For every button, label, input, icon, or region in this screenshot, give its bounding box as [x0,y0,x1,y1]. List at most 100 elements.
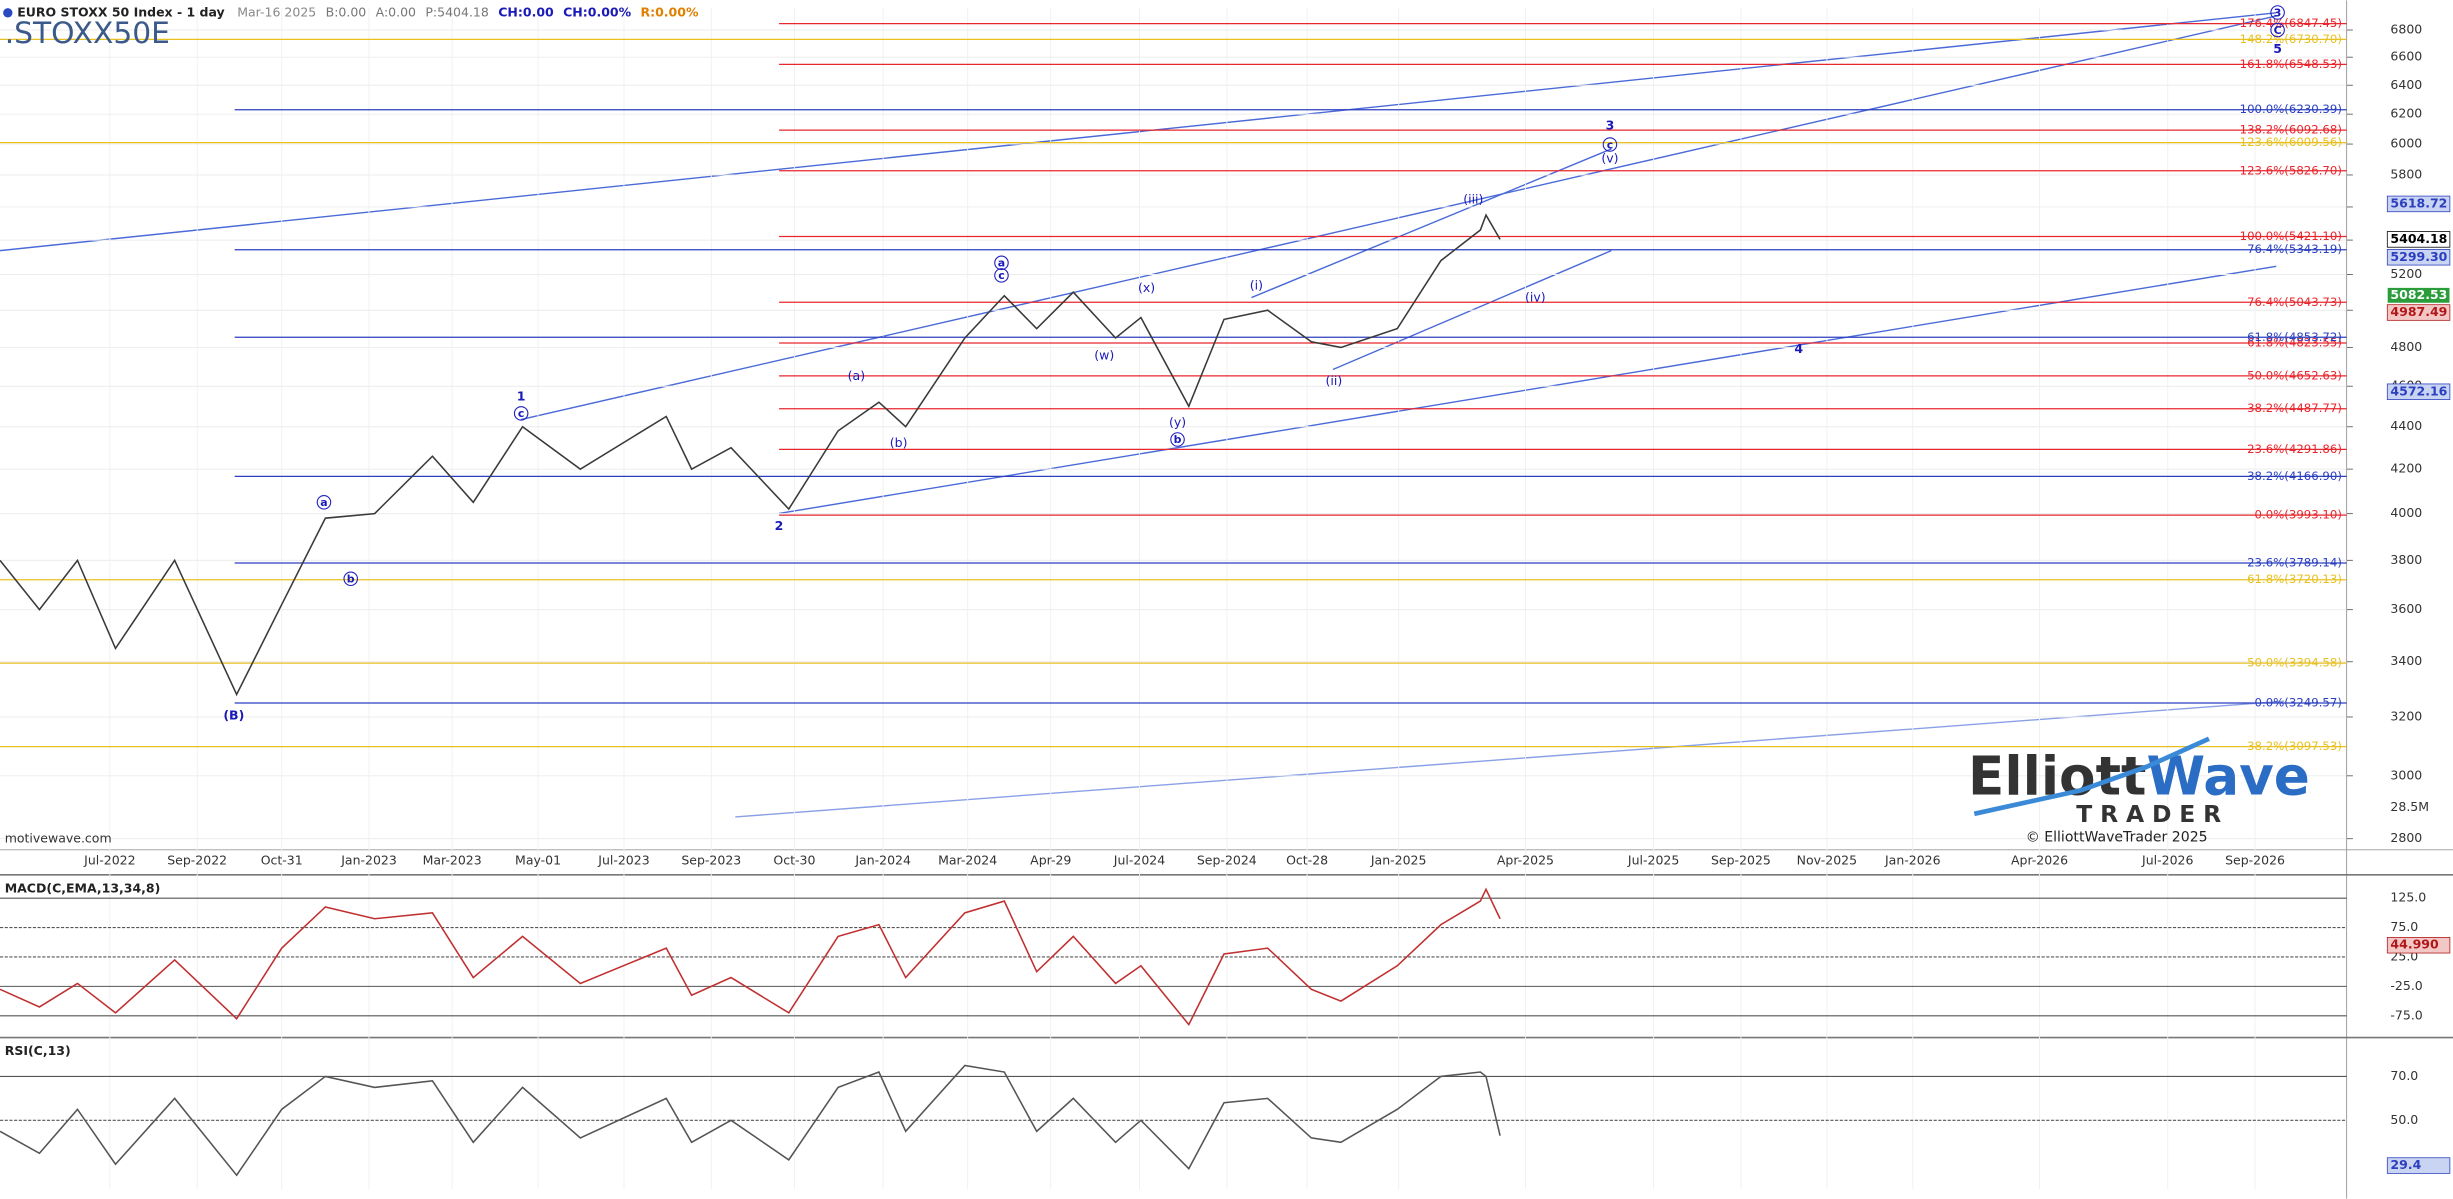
price-line [0,1064,1501,1177]
wave-circle [994,268,1009,283]
copyright: © ElliottWaveTrader 2025 [2026,829,2208,845]
axis-marker [2386,287,2451,304]
header-item: A:0.00 [376,4,416,19]
fib-label: 38.2%(4487.77) [2247,401,2342,415]
axis-marker [2386,383,2451,400]
axis-marker [2386,304,2451,321]
x-tick-label: Jan-2025 [1370,852,1427,867]
wave-label: (b) [890,435,908,450]
wave-label: (v) [1601,150,1618,165]
wave-label: (B) [223,707,244,722]
fib-label: 0.0%(3993.10) [2255,508,2342,522]
x-tick-label: Sep-2025 [1711,852,1771,867]
x-tick-label: Sep-2022 [167,852,227,867]
wave-label: 3 [2274,6,2282,19]
axis-marker-label: 4987.49 [2390,304,2447,319]
x-tick-label: Oct-31 [261,852,303,867]
logo-swoosh [1973,736,2210,817]
x-tick-label: Apr-29 [1030,852,1071,867]
fib-label: 123.6%(5826.70) [2240,163,2342,177]
x-tick-label: Sep-2026 [2225,852,2285,867]
y-tick-label: 3400 [2390,653,2422,668]
axis-marker [2386,1157,2451,1174]
wave-label: C [2274,24,2282,37]
logo: ElliottWave TRADER © ElliottWaveTrader 2… [1968,736,2310,845]
y-tick-label: 6400 [2390,77,2422,92]
fib-label: 100.0%(6230.39) [2240,102,2342,116]
x-tick-label: Mar-2023 [423,852,482,867]
x-tick-label: Jul-2023 [597,852,649,867]
symbol: .STOXX50E [5,16,170,51]
wave-label: (i) [1250,277,1263,292]
fib-label: 148.2%(6730.70) [2240,32,2342,46]
x-tick-label: Oct-30 [773,852,815,867]
wave-circle [994,255,1009,271]
wave-label: a [320,496,327,509]
wave-circle [2270,22,2285,38]
y-tick-label: 3000 [2390,767,2422,782]
axis-marker [2386,231,2451,248]
y-tick-label: 5800 [2390,166,2422,181]
fib-label: 76.4%(5343.19) [2247,242,2342,256]
fib-label: 76.4%(5043.73) [2247,295,2342,309]
wave-circle [343,571,358,587]
axis-marker-label: 5299.30 [2390,249,2447,264]
y-tick-label: 70.0 [2390,1068,2418,1083]
x-tick-label: May-01 [515,852,561,867]
fib-label: 161.8%(6548.53) [2240,57,2342,71]
fib-label: 61.8%(4823.55) [2247,335,2342,349]
axis-marker [2386,937,2451,954]
panel-title: MACD(C,EMA,13,34,8) [5,880,161,895]
axis-marker [2386,195,2451,213]
wave-circle [1602,137,1618,152]
y-tick-label: 6000 [2390,136,2422,151]
y-tick-label: 6600 [2390,49,2422,64]
y-tick-label: 3800 [2390,552,2422,567]
wave-label: (ii) [1326,373,1343,388]
x-tick-label: Jul-2024 [1113,852,1165,867]
y-tick-label: 5200 [2390,266,2422,281]
wave-label: b [1174,433,1182,446]
wave-label: c [1607,138,1613,151]
source: motivewave.com [5,830,112,845]
panel-title: RSI(C,13) [5,1043,71,1058]
wave-label: c [998,269,1004,282]
x-tick-label: Nov-2025 [1797,852,1857,867]
y-tick-label: 125.0 [2390,890,2426,905]
header-item: R:0.00% [640,4,698,19]
fib-label: 61.8%(3720.13) [2247,572,2342,586]
price-line [0,887,1501,1027]
wave-label: 1 [517,388,526,403]
wave-label: a [998,257,1005,270]
x-tick-label: Jul-2025 [1627,852,1679,867]
y-tick-label: 75.0 [2390,919,2418,934]
wave-label: 3 [1606,117,1615,132]
y-tick-label: 2800 [2390,830,2422,845]
fib-label: 38.2%(3097.53) [2247,739,2342,753]
logo-subtitle: TRADER [2076,800,2229,828]
fib-label: 123.6%(6009.56) [2240,135,2342,149]
x-tick-label: Jan-2026 [1884,852,1941,867]
header-item: CH:0.00 [498,4,554,19]
x-tick-label: Sep-2023 [681,852,741,867]
wave-label: (a) [848,368,865,383]
wave-circle [1170,432,1185,447]
fib-label: 23.6%(4291.86) [2247,442,2342,456]
header-item: CH:0.00% [563,4,631,19]
trend-line [1251,148,1612,299]
x-tick-label: Jul-2022 [83,852,135,867]
fib-label: 100.0%(5421.10) [2240,229,2342,243]
axis-marker-label: 29.4 [2390,1157,2421,1172]
y-tick-label: -75.0 [2390,1007,2422,1022]
price-line [0,213,1501,697]
trend-line [735,700,2285,818]
header-item: Mar-16 2025 [237,4,316,19]
wave-label: (x) [1138,280,1155,295]
trend-lines [0,12,2285,818]
fib-label: 50.0%(3394.58) [2247,656,2342,670]
wave-label: (iii) [1463,191,1483,206]
fib-label: 0.0%(3249.57) [2255,695,2342,709]
wave-circle [513,406,529,421]
axis-marker-label: 5082.53 [2390,287,2447,302]
wave-label: 4 [1794,341,1803,356]
